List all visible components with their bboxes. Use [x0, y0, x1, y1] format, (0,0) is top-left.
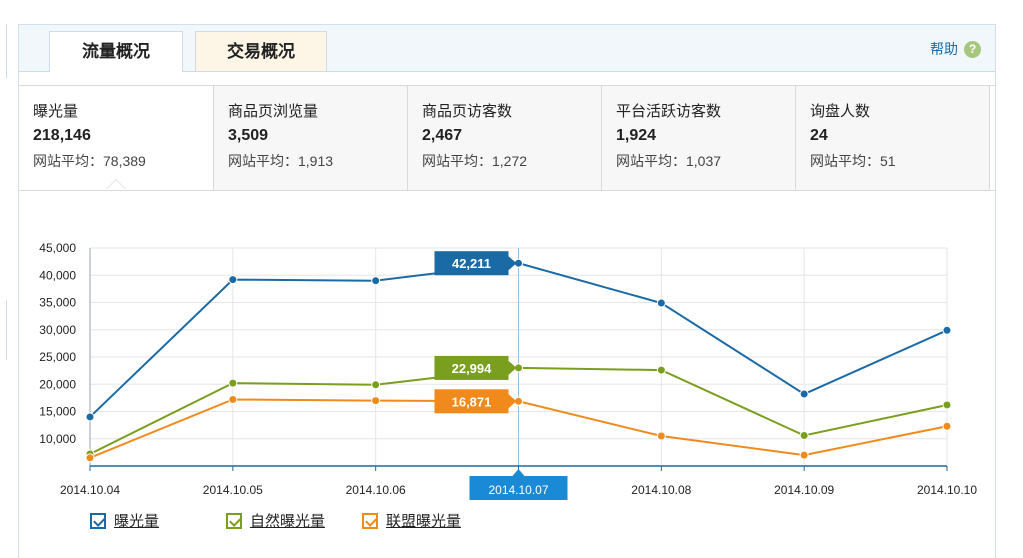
stats-bar: 曝光量 218,146 网站平均：78,389 商品页浏览量 3,509 网站平… [19, 85, 995, 191]
data-point [656, 431, 666, 441]
tab-trade-overview[interactable]: 交易概况 [195, 31, 327, 71]
stat-average: 网站平均：1,037 [616, 151, 795, 171]
stat-value: 218,146 [33, 127, 91, 144]
stat-average: 网站平均：1,913 [228, 151, 407, 171]
data-point [799, 389, 809, 399]
legend-label: 自然曝光量 [250, 513, 326, 530]
x-tick-label: 2014.10.05 [203, 483, 263, 497]
value-tooltip-arrow [508, 360, 517, 375]
value-tooltip-label: 16,871 [452, 394, 492, 409]
tab-traffic-overview[interactable]: 流量概况 [49, 31, 183, 72]
stat-value: 2,467 [422, 127, 463, 144]
checkbox-icon [90, 512, 106, 529]
stat-label: 商品页浏览量 [228, 103, 319, 120]
stat-card-product-views[interactable]: 商品页浏览量 3,509 网站平均：1,913 [214, 86, 408, 190]
data-point [799, 430, 809, 440]
stat-average-value: 1,272 [492, 153, 528, 169]
data-point [371, 380, 381, 390]
value-tooltip-arrow [508, 256, 517, 271]
stat-average: 网站平均：1,272 [422, 151, 601, 171]
y-tick-label: 25,000 [39, 350, 76, 364]
data-point [228, 395, 238, 405]
stat-value: 3,509 [228, 127, 269, 144]
legend-natural-exposure[interactable]: 自然曝光量 [226, 510, 325, 531]
question-icon: ? [964, 40, 981, 58]
stat-value: 24 [810, 127, 828, 144]
data-point [371, 396, 381, 406]
x-tick-label: 2014.10.06 [346, 483, 406, 497]
value-tooltip-box [434, 389, 509, 414]
x-tick-label: 2014.10.07 [488, 483, 548, 497]
value-tooltip-label: 42,211 [452, 256, 491, 271]
tab-bar: 流量概况 交易概况 帮助 ? [19, 25, 995, 72]
data-point [85, 412, 95, 422]
help-link[interactable]: 帮助 ? [930, 39, 981, 59]
stat-value: 1,924 [616, 127, 657, 144]
value-tooltip-box [434, 355, 509, 380]
x-tick-highlight-arrow [512, 469, 525, 476]
data-point [656, 298, 666, 308]
left-edge-divider-lower [0, 300, 7, 360]
y-tick-label: 15,000 [39, 405, 76, 419]
y-tick-label: 40,000 [39, 268, 76, 282]
stat-card-active-visitors[interactable]: 平台活跃访客数 1,924 网站平均：1,037 [602, 86, 796, 190]
stat-label: 平台活跃访客数 [616, 103, 722, 120]
data-point [942, 421, 952, 431]
value-tooltip-label: 22,994 [452, 361, 493, 376]
legend-affiliate-exposure[interactable]: 联盟曝光量 [362, 510, 461, 531]
data-point [656, 365, 666, 375]
selected-stat-pointer [107, 180, 125, 189]
stat-label: 询盘人数 [810, 103, 871, 120]
y-tick-label: 35,000 [39, 296, 76, 310]
data-point [942, 325, 952, 335]
stat-card-product-visitors[interactable]: 商品页访客数 2,467 网站平均：1,272 [408, 86, 602, 190]
stat-average-label: 网站平均： [422, 153, 492, 169]
stat-card-exposure[interactable]: 曝光量 218,146 网站平均：78,389 [19, 86, 214, 190]
stat-average-value: 78,389 [103, 153, 146, 169]
stat-average: 网站平均：78,389 [33, 151, 213, 171]
data-point [228, 275, 238, 285]
stat-label: 商品页访客数 [422, 103, 513, 120]
traffic-overview-panel: 流量概况 交易概况 帮助 ? 曝光量 218,146 网站平均：78,389 商… [18, 24, 996, 558]
x-tick-label: 2014.10.10 [917, 483, 977, 497]
data-point [85, 453, 95, 463]
data-point [799, 450, 809, 460]
legend-label: 曝光量 [114, 513, 160, 530]
y-tick-label: 10,000 [39, 432, 76, 446]
x-tick-label: 2014.10.08 [631, 483, 691, 497]
y-tick-label: 45,000 [39, 241, 76, 255]
stat-average-label: 网站平均： [616, 153, 686, 169]
x-tick-highlight-box [469, 476, 568, 500]
stat-average-label: 网站平均： [33, 153, 103, 169]
stat-average-label: 网站平均： [228, 153, 298, 169]
data-point [371, 276, 381, 286]
data-point [942, 400, 952, 410]
y-tick-label: 30,000 [39, 323, 76, 337]
stat-average: 网站平均：51 [810, 151, 989, 171]
legend-exposure[interactable]: 曝光量 [90, 510, 159, 531]
y-tick-label: 20,000 [39, 377, 76, 391]
x-tick-label: 2014.10.09 [774, 483, 834, 497]
checkbox-icon [226, 512, 242, 529]
stat-label: 曝光量 [33, 103, 79, 120]
value-tooltip-arrow [508, 394, 517, 409]
data-point [228, 378, 238, 388]
stat-average-value: 1,913 [298, 153, 334, 169]
stat-average-value: 1,037 [686, 153, 722, 169]
stat-card-inquiries[interactable]: 询盘人数 24 网站平均：51 [796, 86, 990, 190]
value-tooltip-box [434, 251, 509, 276]
x-tick-label: 2014.10.04 [60, 483, 120, 497]
checkbox-icon [362, 512, 378, 529]
help-label: 帮助 [930, 41, 958, 57]
legend-label: 联盟曝光量 [386, 513, 462, 530]
stat-average-value: 51 [880, 153, 896, 169]
left-edge-divider [0, 24, 7, 78]
stat-average-label: 网站平均： [810, 153, 880, 169]
